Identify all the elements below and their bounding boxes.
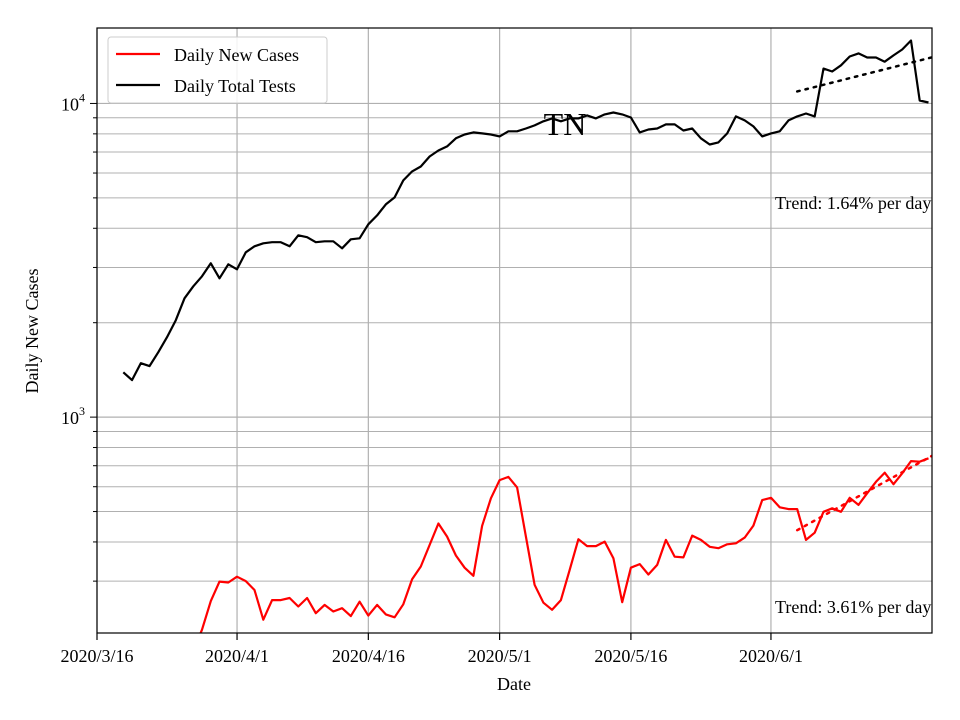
trend-line-tests	[795, 56, 932, 93]
series-layer	[122, 39, 932, 633]
series-line-tests	[122, 39, 929, 382]
x-axis: 2020/3/16 2020/4/1 2020/4/16 2020/5/1 2020/5…	[60, 633, 803, 666]
y-tick-label: 104	[61, 90, 85, 114]
grid	[96, 28, 932, 633]
chart-title: TN	[544, 106, 587, 142]
legend: Daily New Cases Daily Total Tests	[107, 36, 328, 104]
legend-label-cases: Daily New Cases	[174, 45, 299, 65]
trend-label-cases: Trend: 3.61% per day	[775, 597, 931, 617]
trend-label-tests: Trend: 1.64% per day	[775, 193, 931, 213]
series-line-cases	[199, 457, 929, 633]
x-tick-label: 2020/5/1	[468, 646, 532, 666]
y-axis-label: Daily New Cases	[22, 269, 42, 394]
y-axis: 103 104	[61, 90, 97, 582]
x-tick-label: 2020/4/1	[205, 646, 269, 666]
x-axis-label: Date	[497, 674, 531, 694]
x-tick-label: 2020/5/16	[594, 646, 667, 666]
legend-box	[107, 36, 328, 104]
legend-label-tests: Daily Total Tests	[174, 76, 296, 96]
plot-frame	[96, 27, 933, 634]
y-tick-label: 103	[61, 404, 85, 428]
trend-line-cases	[795, 454, 932, 532]
x-tick-label: 2020/6/1	[739, 646, 803, 666]
x-tick-label: 2020/3/16	[60, 646, 133, 666]
x-tick-label: 2020/4/16	[332, 646, 405, 666]
